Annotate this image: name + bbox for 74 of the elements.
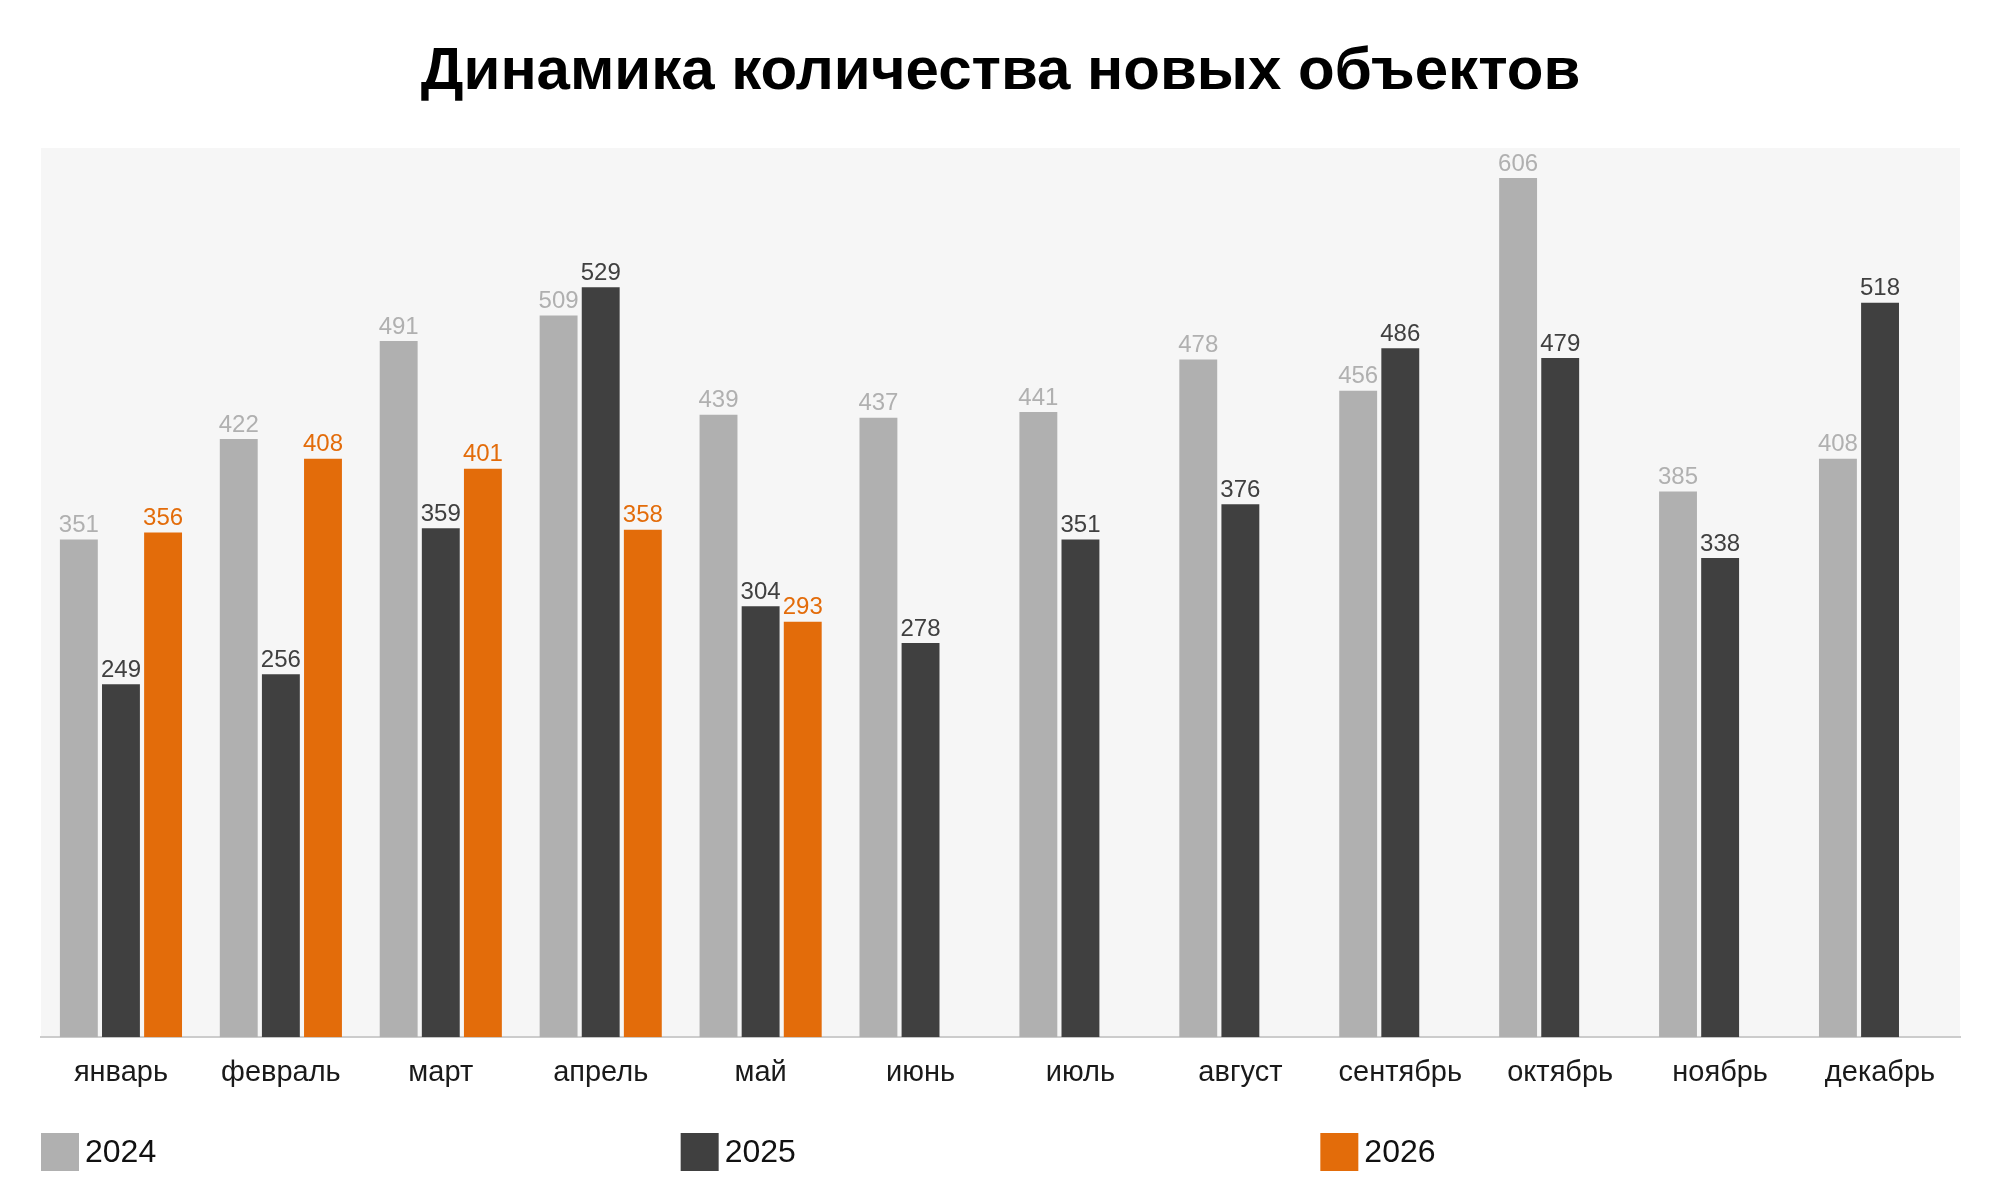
- bar: [783, 621, 822, 1038]
- data-label: 278: [900, 613, 941, 641]
- x-tick-label: ноябрь: [1672, 1054, 1768, 1087]
- data-label: 351: [58, 510, 99, 538]
- data-label: 509: [538, 286, 579, 314]
- bar: [1861, 302, 1899, 1038]
- bar: [261, 674, 300, 1038]
- bar: [1499, 178, 1538, 1038]
- bar: [1019, 411, 1058, 1038]
- bar: [59, 539, 98, 1038]
- legend-label: 2024: [85, 1132, 157, 1169]
- data-label: 376: [1220, 474, 1261, 502]
- data-label: 249: [100, 654, 141, 682]
- data-label: 491: [378, 311, 419, 339]
- data-label: 478: [1178, 330, 1219, 358]
- legend-label: 2026: [1364, 1132, 1436, 1169]
- data-label: 293: [782, 592, 823, 620]
- x-tick-label: август: [1198, 1054, 1283, 1087]
- bar: [1339, 390, 1378, 1038]
- data-label: 422: [218, 409, 259, 437]
- bar: [102, 684, 140, 1038]
- bar: [379, 341, 418, 1038]
- x-tick-label: декабрь: [1824, 1054, 1936, 1087]
- bar: [1179, 359, 1218, 1038]
- bar: [699, 414, 738, 1038]
- x-tick-label: февраль: [221, 1054, 341, 1087]
- bar: [741, 606, 780, 1038]
- data-label: 408: [1817, 429, 1858, 457]
- bar: [623, 529, 662, 1038]
- chart-title: Динамика количества новых объектов: [420, 34, 1581, 102]
- data-label: 401: [462, 439, 503, 467]
- bar: [539, 315, 578, 1038]
- bar: [421, 528, 460, 1038]
- data-label: 356: [143, 503, 184, 531]
- x-tick-label: июль: [1045, 1054, 1116, 1087]
- legend-label: 2025: [724, 1132, 796, 1169]
- bar: [1818, 458, 1857, 1038]
- x-tick-label: май: [734, 1054, 787, 1087]
- bar: [144, 532, 183, 1038]
- bar: [901, 643, 940, 1038]
- data-label: 385: [1657, 462, 1699, 490]
- data-label: 304: [740, 576, 781, 604]
- bar: [304, 458, 342, 1038]
- data-label: 358: [622, 500, 663, 528]
- data-label: 359: [420, 498, 461, 526]
- data-label: 408: [302, 429, 344, 457]
- x-tick-label: март: [408, 1054, 474, 1087]
- data-label: 437: [858, 388, 899, 416]
- x-tick-label: сентябрь: [1338, 1054, 1463, 1087]
- x-tick-label: октябрь: [1507, 1054, 1614, 1087]
- data-label: 606: [1498, 148, 1539, 176]
- bar: [1381, 348, 1420, 1038]
- bar: [1061, 539, 1100, 1038]
- x-tick-label: апрель: [553, 1054, 649, 1087]
- data-label: 486: [1380, 318, 1421, 346]
- bar: [1701, 558, 1740, 1038]
- x-tick-label: июнь: [886, 1054, 956, 1087]
- data-label: 518: [1860, 273, 1901, 301]
- bar: [1659, 491, 1697, 1038]
- data-label: 351: [1060, 510, 1101, 538]
- bar: [1541, 358, 1580, 1038]
- data-label: 256: [260, 644, 301, 672]
- bar: [859, 417, 898, 1038]
- data-label: 456: [1338, 361, 1379, 389]
- data-label: 479: [1540, 328, 1581, 356]
- data-label: 439: [698, 385, 739, 413]
- x-tick-label: январь: [73, 1054, 169, 1087]
- data-label: 441: [1018, 382, 1059, 410]
- data-label: 529: [580, 257, 621, 285]
- bar: [581, 287, 620, 1038]
- bar: [463, 468, 502, 1038]
- bar: [1221, 504, 1260, 1038]
- data-label: 338: [1700, 528, 1741, 556]
- bar: [219, 438, 258, 1038]
